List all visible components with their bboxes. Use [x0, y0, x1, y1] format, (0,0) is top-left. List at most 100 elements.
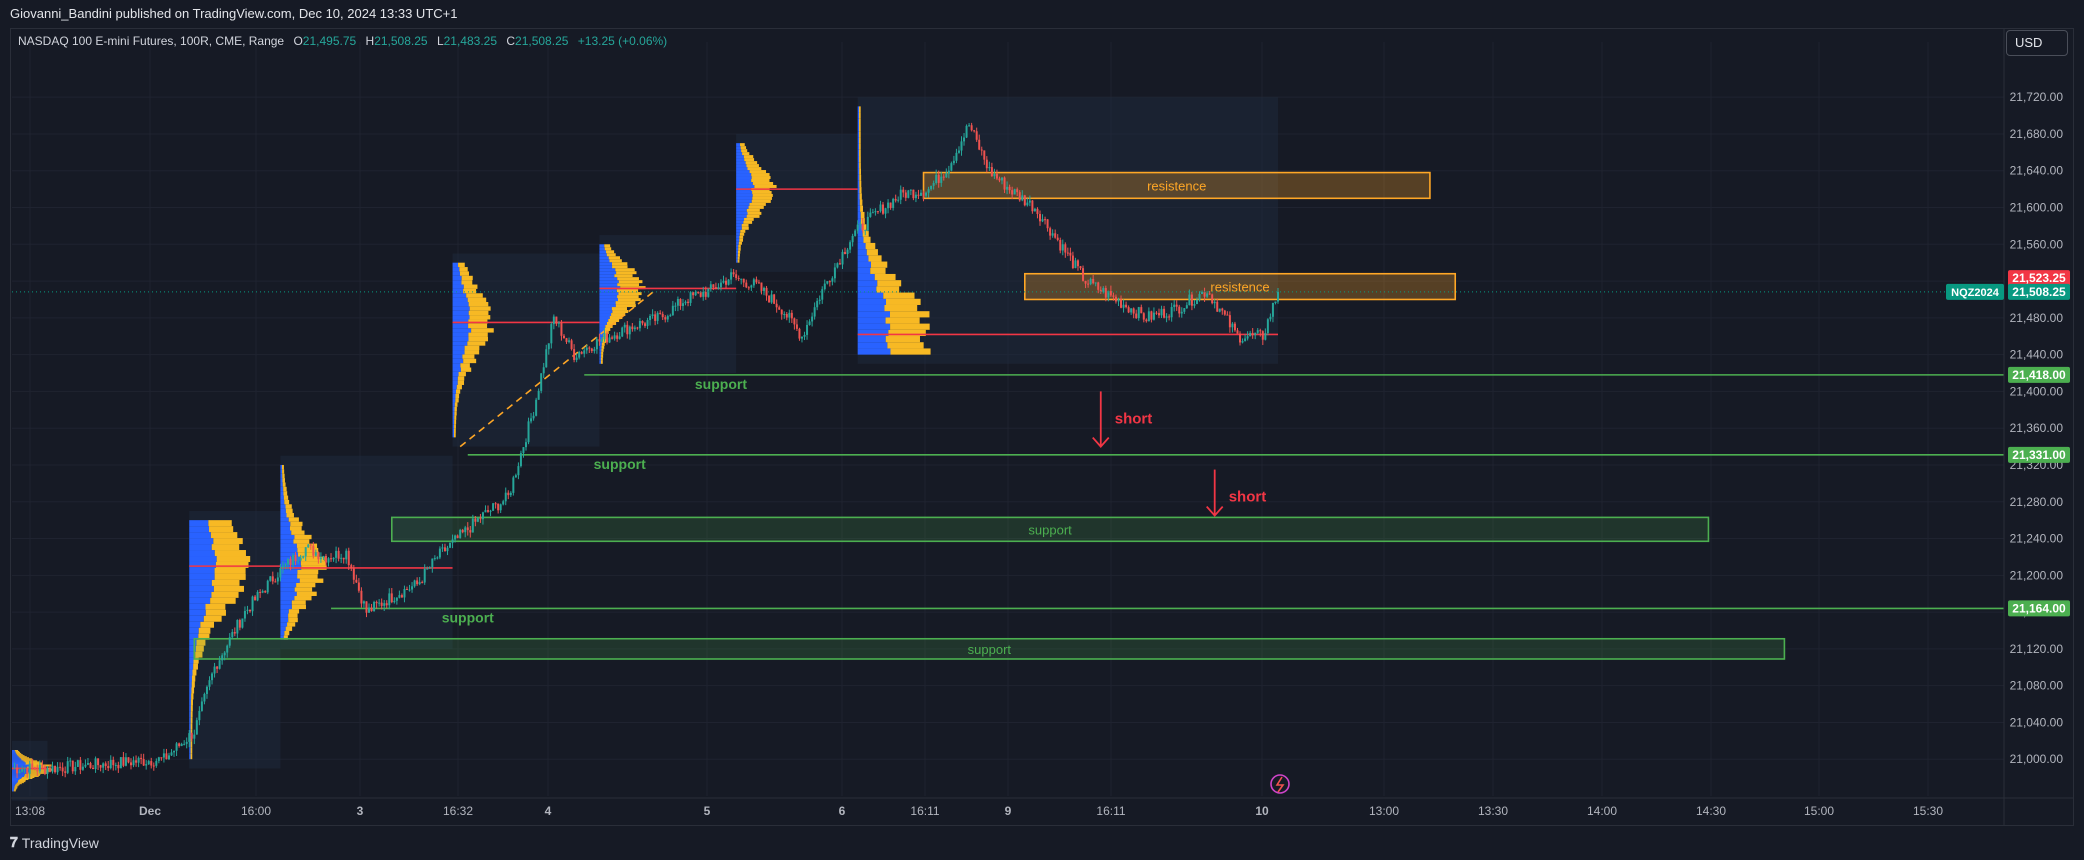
candle-body — [370, 607, 373, 612]
profile-bar-orange — [752, 196, 772, 200]
profile-bar-orange — [601, 342, 605, 346]
profile-bar-blue — [12, 758, 21, 760]
candle-body — [689, 292, 692, 303]
profile-bar-orange — [456, 384, 462, 390]
candle-body — [205, 686, 208, 694]
profile-bar-blue — [736, 238, 740, 242]
candle-body — [1044, 219, 1047, 221]
candle-body — [162, 753, 165, 758]
short-arrow-head — [1206, 505, 1224, 517]
candle-body — [899, 189, 902, 200]
candle-body — [793, 318, 796, 325]
candle-body — [327, 558, 330, 563]
time-tick-label: 10 — [1255, 804, 1269, 818]
profile-bar-orange — [282, 482, 286, 487]
profile-bar-orange — [286, 513, 294, 518]
profile-bar-blue — [857, 249, 867, 256]
candle-body — [1180, 311, 1183, 314]
candle-body — [636, 327, 639, 329]
profile-bar-blue — [452, 288, 464, 294]
price-tag-label: 21,164.00 — [2012, 601, 2066, 615]
candle-body — [879, 204, 882, 212]
profile-bar-blue — [189, 747, 191, 754]
candle-body — [727, 279, 730, 285]
candle-body — [884, 208, 887, 214]
profile-bar-blue — [452, 384, 457, 390]
candle-body — [140, 757, 143, 760]
candle-body — [373, 601, 376, 612]
profile-bar-orange — [454, 415, 457, 420]
candle-body — [180, 743, 183, 747]
candle-body — [995, 173, 998, 179]
candle-body — [1011, 190, 1014, 195]
candle-body — [492, 503, 495, 511]
profile-bar-blue — [12, 762, 26, 764]
profile-bar-orange — [462, 354, 475, 359]
profile-bar-orange — [738, 241, 742, 245]
candle-body — [613, 335, 616, 339]
candle-body — [557, 322, 560, 324]
profile-bar-orange — [859, 199, 863, 206]
profile-bar-orange — [887, 342, 924, 349]
profile-bar-orange — [288, 617, 298, 623]
candle-body — [519, 453, 522, 467]
short-arrows: short short — [1092, 391, 1266, 517]
candle-body — [1195, 299, 1198, 305]
profile-bar-orange — [300, 556, 325, 562]
profile-bar-orange — [601, 354, 604, 358]
volume-profiles — [12, 106, 1278, 792]
candle-body — [765, 287, 768, 296]
candle-body — [1211, 294, 1214, 304]
profile-bar-blue — [857, 187, 860, 194]
candle-body — [1137, 307, 1140, 319]
profile-bar-orange — [601, 351, 604, 355]
candle-body — [1178, 306, 1181, 314]
candle-body — [1097, 282, 1100, 290]
profile-bar-blue — [857, 298, 887, 305]
price-tick-label: 21,240.00 — [2010, 532, 2064, 546]
candle-body — [1150, 311, 1153, 320]
publisher-text: Giovanni_Bandini published on TradingVie… — [10, 6, 458, 21]
support-zone-label: support — [968, 642, 1012, 657]
candle-body — [580, 352, 583, 354]
candle-body — [1064, 244, 1067, 253]
profile-bar-blue — [12, 778, 20, 781]
candle-body — [286, 559, 289, 565]
currency-button[interactable]: USD — [2006, 30, 2068, 56]
footer-brand[interactable]: 𝟕 TradingView — [10, 832, 99, 854]
profile-bar-blue — [189, 657, 194, 664]
profile-bar-blue — [599, 274, 615, 278]
time-tick-label: 13:30 — [1478, 804, 1508, 818]
profile-bar-blue — [599, 360, 601, 364]
candle-body — [1092, 278, 1095, 284]
profile-bar-orange — [191, 675, 196, 682]
candle-body — [380, 602, 383, 606]
profile-bar-blue — [452, 310, 469, 316]
candle-body — [861, 223, 864, 231]
zones: resistence resistence support support — [193, 171, 1786, 660]
candle-body — [859, 223, 862, 225]
time-tick-label: 15:30 — [1913, 804, 1943, 818]
candle-body — [562, 335, 565, 339]
candle-body — [874, 211, 877, 213]
profile-bar-blue — [280, 495, 284, 500]
candle-body — [552, 316, 555, 325]
candle-body — [735, 274, 738, 278]
candle-body — [193, 734, 196, 739]
open-value: 21,495.75 — [302, 34, 357, 48]
candle-body — [489, 510, 492, 512]
profile-bar-orange — [739, 238, 743, 242]
profile-bar-orange — [16, 754, 23, 756]
profile-bar-orange — [13, 790, 16, 792]
candle-body — [712, 284, 715, 288]
candle-body — [778, 307, 781, 310]
candle-body — [26, 768, 29, 774]
candle-body — [223, 652, 226, 656]
candle-body — [940, 176, 943, 183]
profile-bar-orange — [285, 626, 293, 631]
candle-body — [927, 189, 930, 193]
profile-bar-blue — [189, 538, 214, 545]
profile-bar-orange — [468, 323, 488, 329]
resistance-zone — [1024, 272, 1457, 301]
